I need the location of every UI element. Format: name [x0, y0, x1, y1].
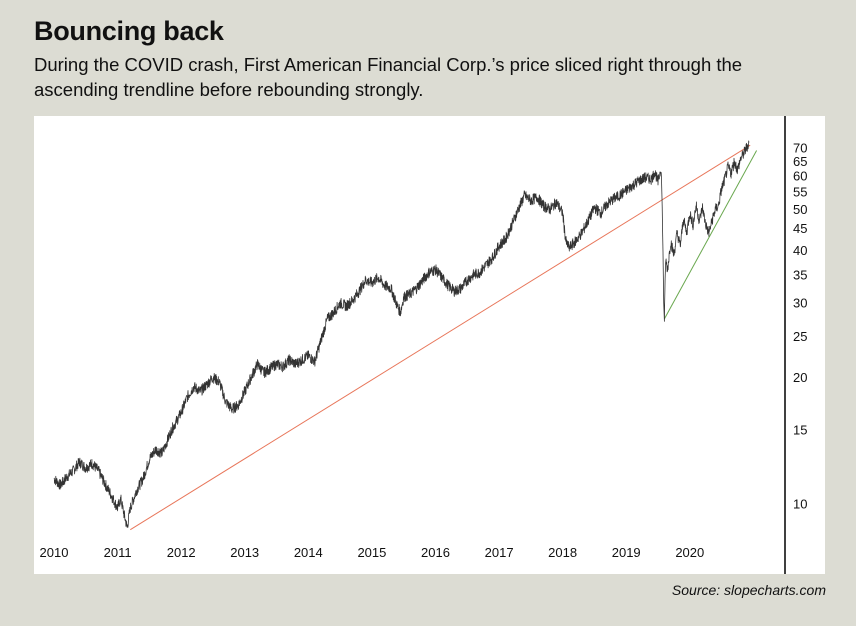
- upper-trendline: [130, 144, 751, 531]
- y-tick-label: 65: [793, 154, 807, 169]
- y-tick-label: 35: [793, 267, 807, 282]
- y-tick-label: 50: [793, 202, 807, 217]
- y-tick-label: 45: [793, 221, 807, 236]
- source-note: Source: slopecharts.com: [671, 582, 826, 598]
- y-tick-label: 20: [793, 370, 807, 385]
- x-tick-label: 2010: [40, 545, 69, 560]
- y-tick-label: 30: [793, 296, 807, 311]
- lower-trendline: [663, 150, 758, 320]
- y-tick-label: 25: [793, 329, 807, 344]
- x-tick-label: 2013: [230, 545, 259, 560]
- x-tick-label: 2014: [294, 545, 323, 560]
- x-tick-label: 2016: [421, 545, 450, 560]
- price-line: [53, 140, 750, 528]
- chart-subtitle: During the COVID crash, First American F…: [34, 54, 743, 100]
- chart-title: Bouncing back: [34, 16, 224, 46]
- y-tick-label: 10: [793, 497, 807, 512]
- x-tick-label: 2012: [167, 545, 196, 560]
- x-tick-label: 2017: [485, 545, 514, 560]
- y-tick-label: 55: [793, 185, 807, 200]
- y-tick-label: 15: [793, 423, 807, 438]
- y-tick-label: 60: [793, 169, 807, 184]
- plot-area: 70 65 60 55 50 45 40 35 30 25 20 15 10 2010 2011 2012 20…: [34, 116, 825, 574]
- x-tick-label: 2020: [675, 545, 704, 560]
- x-tick-label: 2015: [357, 545, 386, 560]
- x-tick-label: 2018: [548, 545, 577, 560]
- y-tick-label: 40: [793, 243, 807, 258]
- y-tick-label: 70: [793, 140, 807, 155]
- x-tick-label: 2011: [104, 545, 132, 560]
- x-tick-label: 2019: [612, 545, 641, 560]
